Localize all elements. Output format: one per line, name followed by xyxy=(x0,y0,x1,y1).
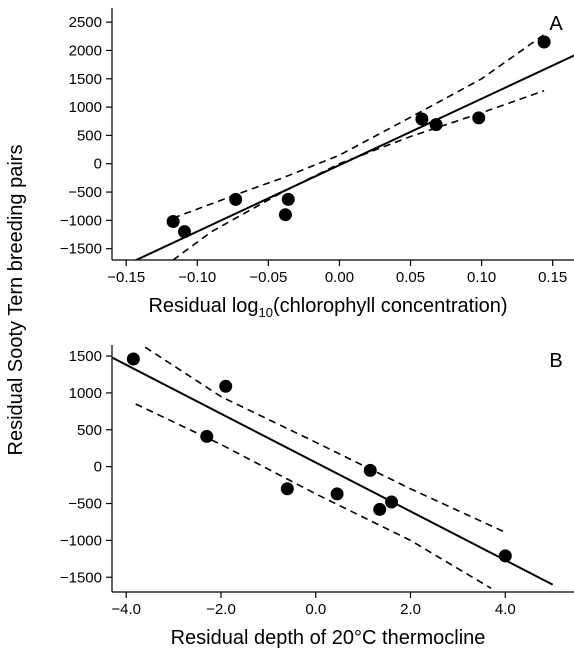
panel-a-y-tick-label: 0 xyxy=(94,156,102,173)
panel-a-data-point xyxy=(537,35,551,49)
panel-a-data-point xyxy=(166,214,180,228)
panel-a-data-point xyxy=(429,118,443,132)
panel-b-ci-lower-line xyxy=(135,403,492,589)
panel-b-data-point xyxy=(373,502,387,516)
panel-a-x-tick-label: −0.15 xyxy=(107,269,145,286)
panel-b-data-point xyxy=(385,495,399,509)
panel-a-data-point xyxy=(472,111,486,125)
panel-a-y-tick-label: 500 xyxy=(77,127,102,144)
panel-b-x-tick-label: 4.0 xyxy=(495,601,516,618)
panel-a-x-tick-label: 0.15 xyxy=(538,269,567,286)
panel-b-data-point xyxy=(498,549,512,563)
panel-b-y-tick-label: 0 xyxy=(94,459,102,476)
panel-b-y-tick-label: 1000 xyxy=(69,385,102,402)
panel-a-y-tick-label: 1000 xyxy=(69,99,102,116)
panel-a-x-tick-label: 0.00 xyxy=(325,269,354,286)
panel-b-x-tick-label: 2.0 xyxy=(400,601,421,618)
panel-b: −1500 −1000 −500 0 500 1000 1500 −4.0 −2.0 0.0 2.0… xyxy=(60,345,574,649)
panel-a-data-point xyxy=(177,225,191,239)
panel-a-y-tick-label: −1500 xyxy=(60,241,102,258)
panel-a-ci-upper-line xyxy=(172,33,545,219)
panel-b-y-tick-label: −1500 xyxy=(60,569,102,586)
panel-b-x-tick-label: −4.0 xyxy=(111,601,141,618)
panel-b-x-tick-label: −2.0 xyxy=(206,601,236,618)
panel-b-regression-line xyxy=(112,356,554,586)
panel-b-label: B xyxy=(549,350,562,372)
panel-b-data-point xyxy=(219,379,233,393)
panel-b-y-tick-label: 1500 xyxy=(69,348,102,365)
panel-b-data-point xyxy=(330,487,344,501)
panel-b-x-axis-label: Residual depth of 20°C thermocline xyxy=(171,627,486,649)
panel-b-y-tick-label: −500 xyxy=(68,496,102,513)
panel-b-data-point xyxy=(126,352,140,366)
panel-a: −1500 −1000 −500 0 500 1000 1500 2000 2500 −0.15 −… xyxy=(60,8,574,320)
panel-a-y-tick-label: 2500 xyxy=(69,14,102,31)
panel-a-y-tick-label: 2000 xyxy=(69,42,102,59)
panel-b-data-point xyxy=(363,463,377,477)
panel-a-ci-lower-line xyxy=(172,89,545,260)
panel-a-data-point xyxy=(278,208,292,222)
panel-a-x-tick-label: 0.05 xyxy=(396,269,425,286)
panel-a-y-tick-label: −1000 xyxy=(60,212,102,229)
panel-a-data-point xyxy=(415,112,429,126)
panel-a-x-axis-label: Residual log10(chlorophyll concentration… xyxy=(148,295,507,320)
panel-b-data-point xyxy=(280,482,294,496)
panel-a-x-tick-label: −0.05 xyxy=(249,269,287,286)
panel-b-y-tick-label: 500 xyxy=(77,422,102,439)
panel-a-regression-line xyxy=(133,54,574,260)
panel-a-x-tick-label: 0.10 xyxy=(467,269,496,286)
shared-y-axis-label: Residual Sooty Tern breeding pairs xyxy=(5,145,27,456)
panel-a-y-tick-label: 1500 xyxy=(69,71,102,88)
panel-a-x-tick-label: −0.10 xyxy=(178,269,216,286)
panel-a-y-tick-label: −500 xyxy=(68,184,102,201)
panel-b-y-tick-label: −1000 xyxy=(60,532,102,549)
panel-a-data-point xyxy=(281,192,295,206)
panel-b-ci-upper-line xyxy=(144,346,506,534)
panel-b-data-point xyxy=(200,429,214,443)
panel-b-x-tick-label: 0.0 xyxy=(305,601,326,618)
panel-a-label: A xyxy=(549,13,563,35)
panel-a-data-point xyxy=(229,192,243,206)
